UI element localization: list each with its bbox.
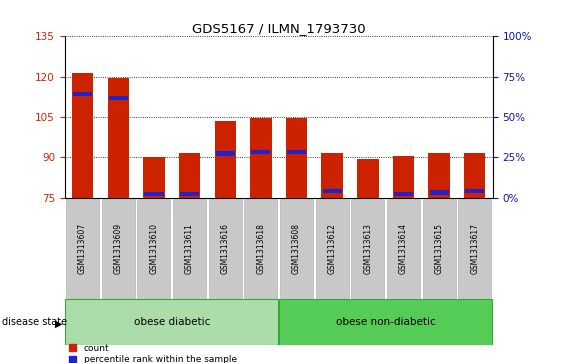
Legend: count, percentile rank within the sample: count, percentile rank within the sample (69, 343, 237, 363)
FancyBboxPatch shape (280, 199, 313, 298)
Bar (357, 159, 378, 198)
Bar (143, 158, 164, 198)
Bar (250, 118, 271, 198)
Text: disease state: disease state (2, 317, 67, 327)
Text: obese diabetic: obese diabetic (133, 317, 210, 327)
FancyBboxPatch shape (209, 199, 242, 298)
Text: GSM1313609: GSM1313609 (114, 223, 123, 274)
Text: GSM1313607: GSM1313607 (78, 223, 87, 274)
Text: ▶: ▶ (55, 319, 62, 329)
Bar (215, 121, 236, 198)
FancyBboxPatch shape (65, 299, 278, 345)
Bar (465, 189, 484, 193)
Bar (72, 73, 93, 198)
Bar (144, 192, 163, 196)
Bar (430, 190, 449, 195)
Bar (286, 118, 307, 198)
FancyBboxPatch shape (102, 199, 135, 298)
Bar (179, 154, 200, 198)
FancyBboxPatch shape (173, 199, 206, 298)
Text: obese non-diabetic: obese non-diabetic (336, 317, 436, 327)
FancyBboxPatch shape (387, 199, 420, 298)
Bar (394, 192, 413, 196)
Bar (464, 154, 485, 198)
Bar (73, 92, 92, 96)
Bar (216, 151, 235, 156)
Text: GSM1313615: GSM1313615 (435, 223, 444, 274)
FancyBboxPatch shape (458, 199, 491, 298)
Bar (323, 189, 342, 193)
Bar (109, 96, 128, 101)
FancyBboxPatch shape (244, 199, 277, 298)
Text: GSM1313610: GSM1313610 (149, 223, 158, 274)
Text: GSM1313614: GSM1313614 (399, 223, 408, 274)
Bar (393, 156, 414, 198)
FancyBboxPatch shape (137, 199, 170, 298)
Bar (108, 78, 129, 198)
Text: GSM1313608: GSM1313608 (292, 223, 301, 274)
Title: GDS5167 / ILMN_1793730: GDS5167 / ILMN_1793730 (192, 22, 365, 35)
Bar (180, 192, 199, 196)
FancyBboxPatch shape (316, 199, 348, 298)
Text: GSM1313617: GSM1313617 (470, 223, 479, 274)
FancyBboxPatch shape (351, 199, 384, 298)
Text: GSM1313612: GSM1313612 (328, 223, 337, 274)
Bar (428, 154, 450, 198)
Text: GSM1313616: GSM1313616 (221, 223, 230, 274)
Bar (287, 150, 306, 154)
FancyBboxPatch shape (279, 299, 492, 345)
FancyBboxPatch shape (66, 199, 99, 298)
Text: GSM1313611: GSM1313611 (185, 223, 194, 274)
Bar (251, 150, 270, 154)
Bar (321, 154, 343, 198)
Text: GSM1313618: GSM1313618 (256, 223, 265, 274)
Text: GSM1313613: GSM1313613 (363, 223, 372, 274)
FancyBboxPatch shape (423, 199, 455, 298)
